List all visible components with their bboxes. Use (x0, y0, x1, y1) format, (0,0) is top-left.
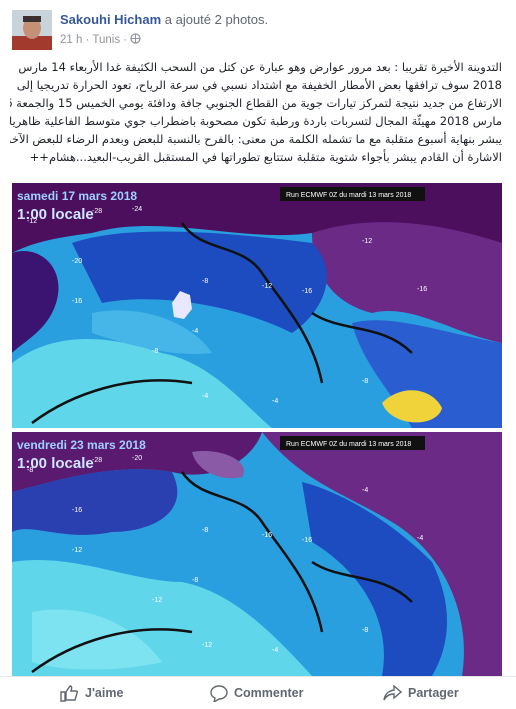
date-label: vendredi 23 mars 2018 (17, 438, 146, 452)
share-button[interactable]: Partager (408, 686, 459, 700)
contour-label: -4 (192, 328, 198, 335)
contour-label: -16 (417, 286, 427, 293)
run-label: Run ECMWF 0Z du mardi 13 mars 2018 (286, 441, 411, 448)
photo[interactable]: Run ECMWF 0Z du mardi 13 mars 2018 vendre… (12, 432, 502, 676)
time-label: 1:00 locale (17, 455, 94, 472)
contour-label: -8 (152, 348, 158, 355)
share-icon (383, 685, 402, 701)
coastline (31, 222, 413, 425)
map-region (12, 251, 59, 353)
map-region (262, 432, 502, 676)
map-region (382, 390, 442, 423)
contour-label: -12 (202, 642, 212, 649)
map-region (12, 339, 272, 428)
contour-label: -4 (272, 398, 278, 405)
map-region (302, 482, 447, 676)
map-region (12, 432, 262, 492)
contour-label: -8 (362, 627, 368, 634)
contour-label: -8 (362, 378, 368, 385)
avatar[interactable] (12, 10, 52, 50)
text-line: الارتفاع من جديد نتيجة لتمركز تيارات جوي… (10, 96, 502, 110)
run-box (280, 187, 425, 201)
contour-label: -4 (202, 393, 208, 400)
contour-label: -8 (202, 278, 208, 285)
contour-label: -12 (262, 283, 272, 290)
contour-label: -12 (362, 238, 372, 245)
photo[interactable]: Run ECMWF 0Z du mardi 13 mars 2018 samedi… (12, 183, 502, 428)
post-text: التدوينة الأخيرة تقريبا : بعد مرور عوارض… (10, 58, 502, 166)
map-region (172, 291, 192, 319)
contour-label: -12 (72, 547, 82, 554)
run-label: Run ECMWF 0Z du mardi 13 mars 2018 (286, 192, 411, 199)
contour-label: -16 (302, 288, 312, 295)
map-region (312, 222, 502, 343)
text-line: يبشر بنهاية أسبوع متقلبة مع ما تشمله الك… (10, 132, 502, 146)
like-button[interactable]: J'aime (85, 686, 124, 700)
contour-label: -20 (132, 455, 142, 462)
contour-label: -4 (272, 647, 278, 654)
map-region (72, 231, 327, 333)
comment-button[interactable]: Commenter (234, 686, 304, 700)
contour-label: -8 (27, 467, 33, 474)
contour-label: -16 (72, 507, 82, 514)
contour-label: -12 (27, 218, 37, 225)
text-line: الاشارة أن القادم يبشر بأجواء شتوية متقل… (29, 150, 502, 164)
comment-icon (210, 685, 228, 702)
text-line: مارس 2018 مهيئّة المجال لتسربات باردة ور… (10, 114, 502, 128)
time-label: 1:00 locale (17, 206, 94, 223)
map-region (92, 310, 212, 354)
contour-label: -8 (202, 527, 208, 534)
contour-label: -16 (302, 537, 312, 544)
contour-label: -4 (362, 487, 368, 494)
post-meta: 21 h · Tunis · (60, 33, 141, 46)
map-region (12, 469, 178, 535)
map-region (192, 451, 244, 479)
contour-label: -12 (152, 597, 162, 604)
coastline (31, 471, 413, 674)
time[interactable]: 21 h (60, 34, 83, 46)
map-region (352, 320, 502, 428)
run-box (280, 436, 425, 450)
globe-icon (130, 33, 141, 44)
author-line: Sakouhi Hicham a ajouté 2 photos. (60, 12, 268, 27)
location[interactable]: Tunis (92, 34, 121, 46)
contour-label: -28 (92, 208, 102, 215)
contour-label: -24 (132, 206, 142, 213)
like-icon (60, 685, 78, 702)
action-bar: J'aime Commenter Partager (0, 676, 516, 709)
contour-label: -20 (72, 258, 82, 265)
contour-label: -16 (262, 532, 272, 539)
contour-label: -4 (417, 535, 423, 542)
text-line: التدوينة الأخيرة تقريبا : بعد مرور عوارض… (18, 60, 502, 74)
text-line: 2018 سوف ترافقها بعض الأمطار الخفيفة مع … (16, 78, 502, 92)
contour-label: -28 (92, 457, 102, 464)
author[interactable]: Sakouhi Hicham (60, 12, 162, 27)
action: a ajouté 2 photos. (164, 12, 269, 27)
date-label: samedi 17 mars 2018 (17, 189, 137, 203)
contour-label: -8 (192, 577, 198, 584)
contour-label: -16 (72, 298, 82, 305)
